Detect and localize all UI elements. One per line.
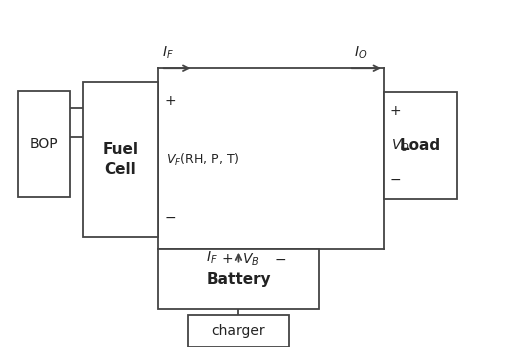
Text: −: −: [164, 211, 176, 225]
Bar: [18, 91, 70, 197]
Text: −: −: [275, 252, 286, 266]
Text: $V_O$: $V_O$: [391, 138, 410, 154]
Text: +: +: [222, 252, 233, 266]
Text: BOP: BOP: [30, 137, 58, 151]
Bar: [158, 249, 319, 309]
Text: +: +: [390, 104, 402, 118]
Text: $I_F$: $I_F$: [206, 250, 218, 266]
Text: $I_F$: $I_F$: [162, 44, 174, 61]
Text: $I_O$: $I_O$: [354, 44, 367, 61]
Text: $V_B$: $V_B$: [242, 251, 260, 268]
Text: +: +: [164, 94, 176, 108]
Text: $V_F$(RH, P, T): $V_F$(RH, P, T): [166, 152, 239, 168]
Text: Fuel
Cell: Fuel Cell: [102, 142, 138, 177]
Bar: [384, 92, 457, 199]
Text: Load: Load: [400, 138, 441, 153]
Text: −: −: [390, 173, 402, 187]
Bar: [188, 315, 288, 347]
Bar: [83, 82, 158, 237]
Text: Battery: Battery: [206, 272, 271, 287]
Text: charger: charger: [211, 324, 265, 338]
